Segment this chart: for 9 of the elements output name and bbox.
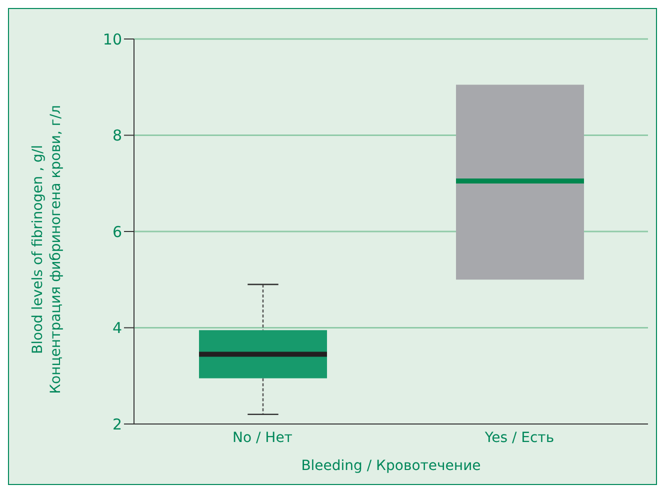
y-tick-label: 6 bbox=[112, 222, 122, 241]
y-tick-label: 10 bbox=[102, 30, 122, 48]
x-axis-title: Bleeding / Кровотечение bbox=[301, 458, 481, 474]
y-tick-label: 8 bbox=[112, 126, 122, 145]
y-tick-label: 4 bbox=[112, 319, 122, 338]
x-tick-label: No / Нет bbox=[232, 430, 292, 446]
y-tick-label: 2 bbox=[112, 415, 122, 434]
y-axis-title: Blood levels of fibrinogen , g/l Концентрация фибриногена крови, г/л bbox=[30, 105, 64, 394]
x-tick-label: Yes / Есть bbox=[484, 430, 554, 446]
